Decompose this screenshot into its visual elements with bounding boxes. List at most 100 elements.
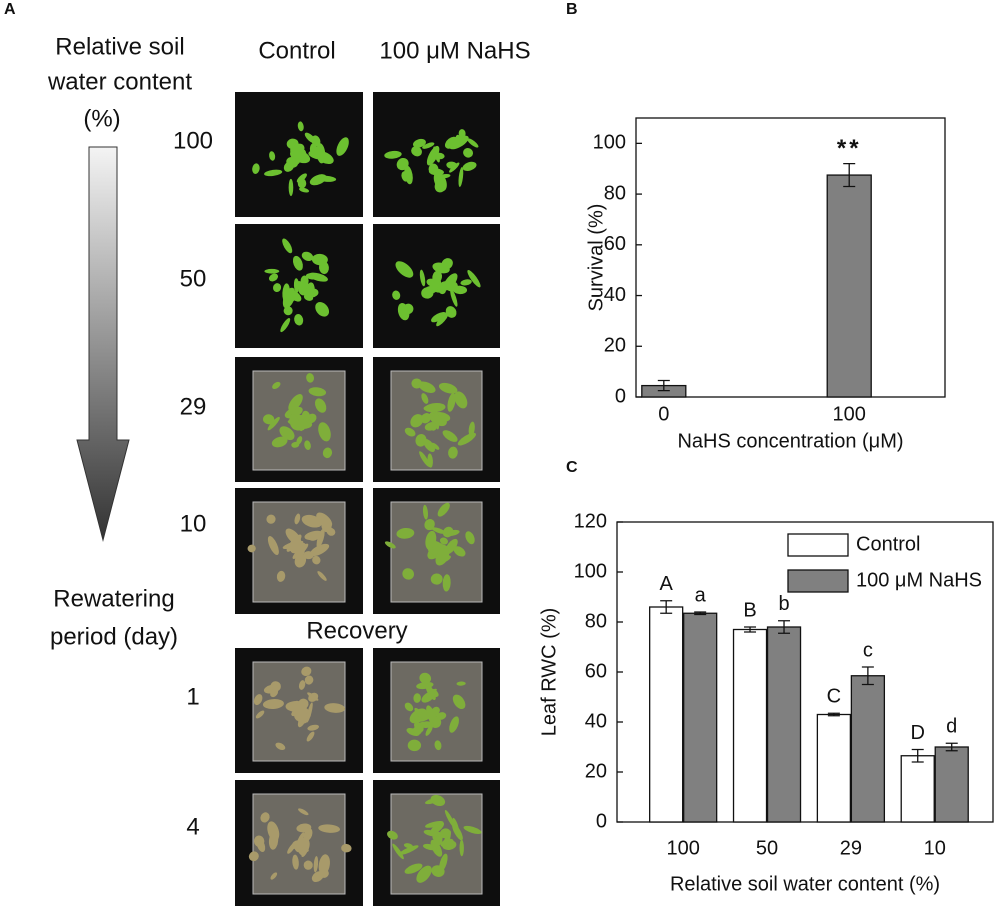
leaf — [315, 302, 330, 317]
leaf — [254, 835, 265, 847]
axis-title: (%) — [83, 105, 120, 132]
leaf — [301, 514, 323, 528]
leaf — [296, 823, 312, 833]
leaf — [444, 529, 460, 537]
y-tick-label: 60 — [604, 233, 626, 255]
leaf — [270, 688, 279, 698]
leaf — [425, 522, 434, 530]
leaf — [455, 134, 461, 144]
significance-letter: D — [910, 722, 924, 744]
leaf — [392, 290, 401, 300]
leaf — [341, 843, 352, 853]
leaf — [252, 163, 260, 174]
x-axis-label: Relative soil water content (%) — [670, 873, 940, 895]
leaf — [304, 440, 311, 450]
x-tick-label: 29 — [840, 837, 862, 859]
row-label: 50 — [180, 265, 207, 292]
leaf — [424, 422, 438, 431]
legend-swatch — [787, 569, 849, 593]
leaf — [422, 504, 428, 520]
leaf — [441, 258, 453, 270]
panel-label: B — [566, 1, 578, 18]
leaf — [313, 856, 319, 873]
leaf — [437, 281, 449, 292]
leaf — [431, 442, 440, 450]
leaf — [467, 138, 479, 148]
leaf — [430, 573, 443, 585]
y-axis-label: Leaf RWC (%) — [538, 608, 560, 737]
leaf — [289, 413, 299, 430]
leaf — [307, 724, 320, 731]
leaf — [271, 436, 288, 448]
leaf — [396, 527, 415, 539]
row-label: 29 — [180, 393, 207, 420]
leaf — [318, 422, 331, 442]
row-label: 10 — [180, 510, 207, 537]
leaf — [387, 830, 398, 840]
bar — [683, 612, 718, 823]
column-header: Control — [258, 37, 335, 64]
legend-label: Control — [856, 533, 920, 555]
y-axis-label: Survival (%) — [585, 204, 607, 312]
leaf — [431, 413, 443, 426]
error-bar — [827, 712, 840, 717]
leaf — [269, 151, 276, 161]
leaf — [452, 823, 463, 841]
leaf — [260, 812, 270, 823]
y-tick-label: 0 — [615, 385, 626, 407]
leaf — [275, 742, 286, 751]
leaf — [427, 453, 433, 468]
leaf — [322, 447, 333, 459]
leaf — [404, 427, 416, 437]
leaf — [318, 824, 341, 833]
leaf — [306, 702, 313, 723]
significance-letter: d — [946, 716, 957, 738]
leaf — [428, 163, 439, 175]
bar — [649, 606, 684, 823]
leaf — [318, 261, 329, 275]
leaf — [432, 836, 443, 848]
leaf — [312, 555, 321, 565]
row-label: 1 — [186, 683, 199, 710]
leaf — [407, 739, 422, 752]
leaf — [430, 148, 439, 161]
leaf — [460, 279, 472, 286]
leaf — [316, 528, 325, 548]
leaf — [439, 828, 451, 839]
leaf — [449, 716, 459, 733]
leaf — [433, 171, 447, 192]
leaf — [465, 531, 475, 545]
leaf — [287, 842, 297, 854]
leaf — [296, 173, 307, 183]
leaf — [309, 174, 327, 186]
leaf — [454, 391, 468, 409]
leaf — [422, 142, 435, 149]
error-bar — [778, 620, 791, 634]
leaf — [305, 273, 318, 280]
y-tick-label: 20 — [604, 335, 626, 357]
leaf — [280, 318, 291, 333]
leaf — [430, 794, 446, 807]
leaf — [431, 865, 445, 877]
significance-letter: C — [827, 686, 841, 708]
leaf — [308, 387, 327, 397]
leaf — [311, 871, 324, 883]
leaf — [276, 570, 286, 582]
leaf — [290, 543, 300, 554]
leaf — [326, 527, 336, 536]
leaf — [298, 187, 310, 193]
leaf — [462, 161, 477, 171]
photo-grid — [235, 92, 500, 906]
leaf — [288, 289, 302, 302]
error-bar — [843, 163, 856, 188]
leaf — [298, 808, 309, 816]
y-tick-label: 0 — [596, 810, 607, 832]
leaf — [438, 382, 458, 394]
leaf — [411, 146, 423, 157]
leaf — [253, 694, 263, 706]
x-axis-label: NaHS concentration (μM) — [677, 430, 903, 452]
leaf — [268, 273, 279, 282]
axis-title: Relative soil — [55, 33, 184, 60]
leaf — [268, 831, 279, 850]
bar — [826, 174, 872, 398]
